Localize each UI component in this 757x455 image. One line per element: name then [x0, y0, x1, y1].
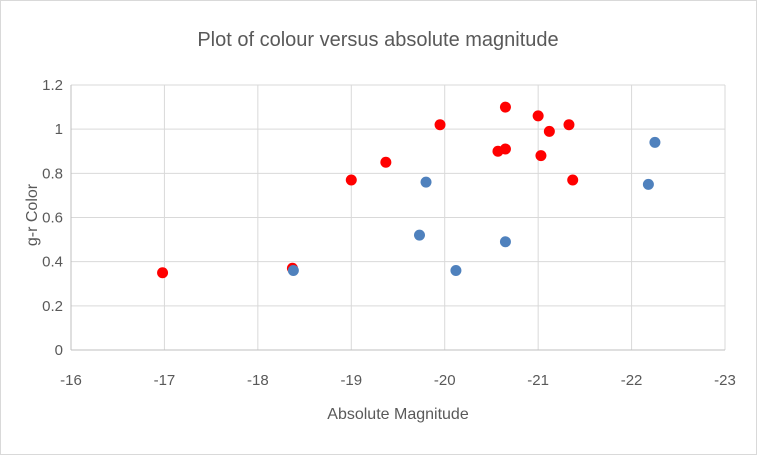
- x-tick-label: -22: [621, 372, 643, 389]
- data-point-series-1: [499, 101, 511, 113]
- x-tick-label: -20: [434, 372, 456, 389]
- data-point-series-2: [413, 229, 425, 241]
- tick-labels: 0 0.2 0.4 0.6 0.8 1 1.2 -16 -17 -18 -19 -20 -21 -22 -2…: [42, 77, 736, 389]
- data-point-series-2: [642, 178, 654, 190]
- data-point-series-1: [535, 150, 547, 162]
- data-point-series-2: [649, 136, 661, 148]
- data-point-series-1: [543, 125, 555, 137]
- y-tick-label: 1: [55, 121, 63, 138]
- y-tick-label: 1.2: [42, 77, 63, 94]
- data-point-series-1: [345, 174, 357, 186]
- x-tick-label: -21: [527, 372, 549, 389]
- data-point-series-2: [287, 265, 299, 276]
- data-point-series-2: [499, 236, 511, 248]
- data-point-series-1: [499, 143, 511, 155]
- data-point-series-2: [420, 176, 432, 188]
- chart-title: Plot of colour versus absolute magnitude: [197, 29, 558, 51]
- data-point-series-1: [157, 267, 169, 279]
- data-points: [157, 101, 661, 279]
- x-tick-label: -16: [60, 372, 82, 389]
- x-tick-label: -18: [247, 372, 269, 389]
- x-tick-label: -19: [340, 372, 362, 389]
- x-tick-label: -17: [154, 372, 176, 389]
- y-tick-label: 0.6: [42, 210, 63, 227]
- gridlines: [70, 84, 726, 351]
- data-point-series-1: [532, 110, 544, 122]
- y-axis-title: g-r Color: [24, 183, 41, 246]
- data-point-series-2: [450, 265, 462, 276]
- data-point-series-1: [380, 156, 392, 168]
- y-tick-label: 0: [55, 342, 63, 359]
- y-tick-label: 0.8: [42, 165, 63, 182]
- data-point-series-1: [567, 174, 579, 186]
- x-tick-label: -23: [714, 372, 736, 389]
- data-point-series-1: [563, 119, 575, 131]
- y-tick-label: 0.4: [42, 254, 63, 271]
- x-axis-title: Absolute Magnitude: [327, 406, 469, 423]
- y-tick-label: 0.2: [42, 298, 63, 315]
- data-point-series-1: [434, 119, 446, 131]
